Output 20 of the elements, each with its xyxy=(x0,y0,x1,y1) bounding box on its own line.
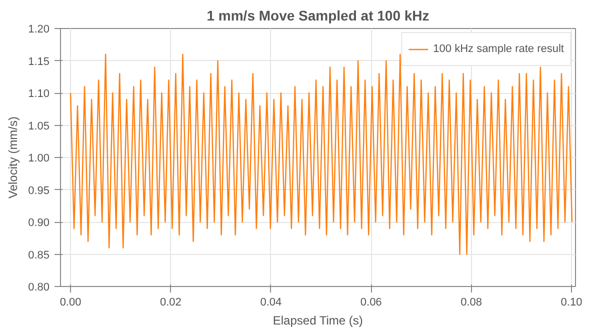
x-tick-label: 0.10 xyxy=(560,296,582,308)
y-tick-label: 1.05 xyxy=(28,120,50,132)
y-tick-label: 0.95 xyxy=(28,184,50,197)
x-tick-label: 0.06 xyxy=(360,296,382,308)
x-tick-label: 0.04 xyxy=(260,296,282,308)
x-axis-title: Elapsed Time (s) xyxy=(272,314,363,328)
line-series xyxy=(70,54,573,255)
y-tick-label: 1.00 xyxy=(28,152,50,164)
legend-label: 100 kHz sample rate result xyxy=(433,43,564,55)
chart-title: 1 mm/s Move Sampled at 100 kHz xyxy=(206,8,430,24)
y-tick-label: 1.15 xyxy=(28,56,50,68)
x-tick-label: 0.02 xyxy=(160,296,182,308)
y-axis-title: Velocity (mm/s) xyxy=(6,116,20,199)
y-tick-label: 1.20 xyxy=(28,24,50,36)
y-tick-label: 0.90 xyxy=(28,217,50,229)
x-tick-label: 0.00 xyxy=(60,296,82,308)
x-tick-label: 0.08 xyxy=(460,296,482,308)
y-tick-label: 1.10 xyxy=(28,88,50,100)
y-tick-label: 0.85 xyxy=(28,249,50,262)
y-tick-label: 0.80 xyxy=(28,282,50,294)
